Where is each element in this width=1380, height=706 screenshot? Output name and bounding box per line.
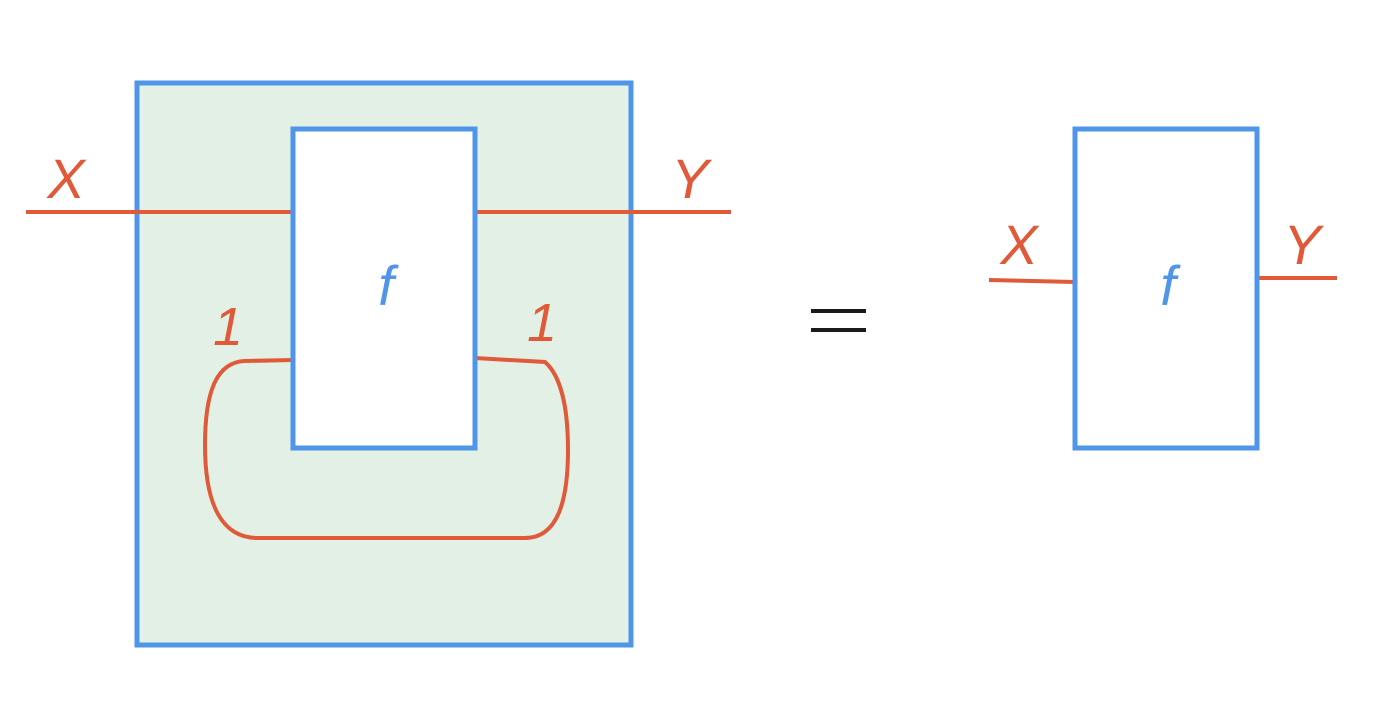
input-label-x: X — [45, 147, 87, 210]
equals-sign — [811, 309, 866, 332]
inner-box-f — [290, 126, 478, 451]
loop-label-left-1: 1 — [213, 297, 243, 357]
left-diagram: X Y f 1 1 — [26, 80, 731, 648]
input-label-x-right: X — [998, 213, 1040, 276]
output-label-y-right: Y — [1283, 213, 1324, 276]
output-label-y: Y — [671, 147, 712, 210]
loop-label-right-1: 1 — [527, 293, 557, 353]
right-diagram: X Y f — [988, 126, 1337, 451]
unit-loop-wire — [202, 356, 571, 540]
input-wire-x-right — [988, 278, 1076, 284]
box-f-right — [1072, 126, 1260, 451]
